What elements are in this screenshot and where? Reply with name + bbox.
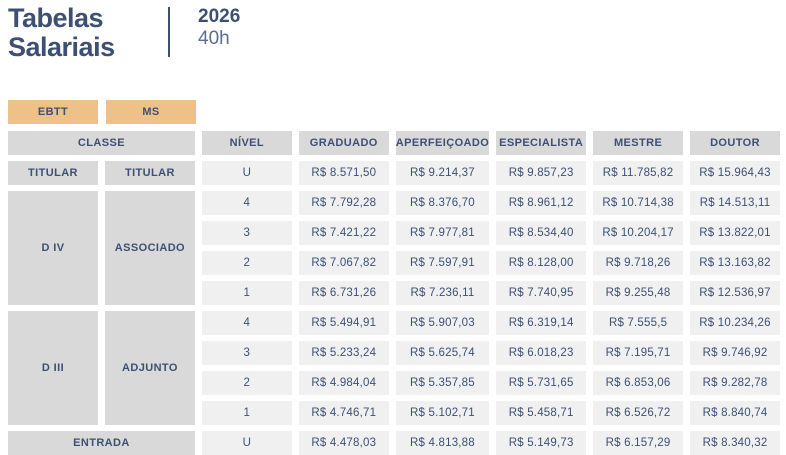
- column-header-classe: CLASSE: [8, 131, 195, 155]
- nivel-cell: 1: [201, 281, 292, 305]
- salary-value-cell: R$ 8.534,40: [496, 221, 587, 245]
- salary-value-cell: R$ 4.478,03: [298, 431, 389, 455]
- salary-value-cell: R$ 10.714,38: [593, 191, 684, 215]
- salary-value-cell: R$ 7.067,82: [298, 251, 389, 275]
- salary-value-cell: R$ 5.494,91: [298, 311, 389, 335]
- nivel-cell: 3: [201, 341, 292, 365]
- salary-value-cell: R$ 7.236,11: [395, 281, 490, 305]
- column-header-especialista: ESPECIALISTA: [496, 131, 587, 155]
- classe-cell: ADJUNTO: [104, 311, 195, 425]
- header-meta: 2026 40h: [198, 4, 240, 50]
- salary-value-cell: R$ 6.853,06: [593, 371, 684, 395]
- salary-value-cell: R$ 14.513,11: [690, 191, 780, 215]
- nivel-cell: 2: [201, 251, 292, 275]
- salary-value-cell: R$ 5.233,24: [298, 341, 389, 365]
- salary-value-cell: R$ 12.536,97: [690, 281, 780, 305]
- workload-label: 40h: [198, 27, 230, 49]
- page-header: Tabelas Salariais 2026 40h: [8, 4, 240, 61]
- career-tabs: EBTT MS: [8, 100, 196, 124]
- classe-cell: D III: [8, 311, 98, 425]
- salary-value-cell: R$ 7.740,95: [496, 281, 587, 305]
- salary-value-cell: R$ 8.376,70: [395, 191, 490, 215]
- salary-value-cell: R$ 5.357,85: [395, 371, 490, 395]
- salary-value-cell: R$ 4.984,04: [298, 371, 389, 395]
- salary-value-cell: R$ 5.102,71: [395, 401, 490, 425]
- column-header-doutor: DOUTOR: [690, 131, 780, 155]
- salary-value-cell: R$ 8.128,00: [496, 251, 587, 275]
- nivel-cell: 2: [201, 371, 292, 395]
- classe-cell: D IV: [8, 191, 98, 305]
- header-divider: [168, 7, 170, 57]
- salary-value-cell: R$ 5.907,03: [395, 311, 490, 335]
- salary-value-cell: R$ 7.195,71: [593, 341, 684, 365]
- salary-value-cell: R$ 6.526,72: [593, 401, 684, 425]
- salary-value-cell: R$ 5.625,74: [395, 341, 490, 365]
- salary-value-cell: R$ 6.018,23: [496, 341, 587, 365]
- nivel-cell: 3: [201, 221, 292, 245]
- salary-value-cell: R$ 5.458,71: [496, 401, 587, 425]
- tab-ms[interactable]: MS: [106, 100, 196, 124]
- salary-value-cell: R$ 9.214,37: [395, 161, 490, 185]
- salary-value-cell: R$ 6.319,14: [496, 311, 587, 335]
- salary-value-cell: R$ 8.571,50: [298, 161, 389, 185]
- salary-value-cell: R$ 7.421,22: [298, 221, 389, 245]
- salary-value-cell: R$ 7.597,91: [395, 251, 490, 275]
- year-label: 2026: [198, 6, 241, 27]
- salary-value-cell: R$ 9.746,92: [690, 341, 780, 365]
- salary-value-cell: R$ 8.340,32: [690, 431, 780, 455]
- salary-value-cell: R$ 8.961,12: [496, 191, 587, 215]
- nivel-cell: U: [201, 161, 292, 185]
- nivel-cell: U: [201, 431, 292, 455]
- salary-value-cell: R$ 9.255,48: [593, 281, 684, 305]
- salary-table: CLASSE NÍVEL GRADUADO APERFEIÇOADO ESPECIALI…: [8, 131, 780, 455]
- column-header-mestre: MESTRE: [593, 131, 684, 155]
- classe-cell: TITULAR: [8, 161, 98, 185]
- classe-cell: ASSOCIADO: [104, 191, 195, 305]
- salary-value-cell: R$ 10.234,26: [690, 311, 780, 335]
- salary-value-cell: R$ 9.282,78: [690, 371, 780, 395]
- salary-value-cell: R$ 13.163,82: [690, 251, 780, 275]
- tab-ebtt[interactable]: EBTT: [8, 100, 98, 124]
- salary-value-cell: R$ 6.157,29: [593, 431, 684, 455]
- salary-value-cell: R$ 7.555,5: [593, 311, 684, 335]
- salary-value-cell: R$ 9.857,23: [496, 161, 587, 185]
- salary-value-cell: R$ 4.813,88: [395, 431, 490, 455]
- nivel-cell: 1: [201, 401, 292, 425]
- salary-value-cell: R$ 13.822,01: [690, 221, 780, 245]
- salary-value-cell: R$ 10.204,17: [593, 221, 684, 245]
- salary-value-cell: R$ 9.718,26: [593, 251, 684, 275]
- salary-value-cell: R$ 15.964,43: [690, 161, 780, 185]
- salary-value-cell: R$ 8.840,74: [690, 401, 780, 425]
- column-header-nivel: NÍVEL: [201, 131, 292, 155]
- salary-value-cell: R$ 6.731,26: [298, 281, 389, 305]
- classe-cell: ENTRADA: [8, 431, 195, 455]
- salary-value-cell: R$ 4.746,71: [298, 401, 389, 425]
- classe-cell: TITULAR: [104, 161, 195, 185]
- salary-value-cell: R$ 11.785,82: [593, 161, 684, 185]
- salary-value-cell: R$ 5.149,73: [496, 431, 587, 455]
- nivel-cell: 4: [201, 191, 292, 215]
- salary-value-cell: R$ 7.792,28: [298, 191, 389, 215]
- column-header-aperfeiçoado: APERFEIÇOADO: [395, 131, 490, 155]
- salary-value-cell: R$ 5.731,65: [496, 371, 587, 395]
- salary-value-cell: R$ 7.977,81: [395, 221, 490, 245]
- page-title: Tabelas Salariais: [8, 3, 115, 62]
- column-header-graduado: GRADUADO: [298, 131, 389, 155]
- nivel-cell: 4: [201, 311, 292, 335]
